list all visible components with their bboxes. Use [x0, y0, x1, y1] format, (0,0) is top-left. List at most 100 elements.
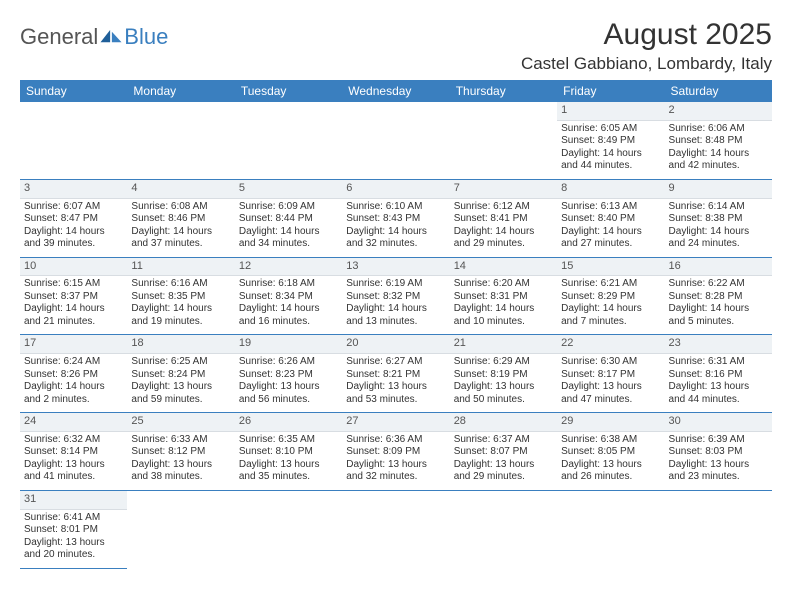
daylight-text: Daylight: 14 hours	[131, 303, 230, 316]
daylight-text: and 50 minutes.	[454, 394, 553, 407]
sunrise-text: Sunrise: 6:36 AM	[346, 434, 445, 447]
daylight-text: and 20 minutes.	[24, 549, 123, 562]
calendar-day-cell	[235, 490, 342, 568]
calendar-day-cell: 11Sunrise: 6:16 AMSunset: 8:35 PMDayligh…	[127, 257, 234, 335]
sunset-text: Sunset: 8:19 PM	[454, 369, 553, 382]
day-number: 2	[665, 102, 772, 121]
sunrise-text: Sunrise: 6:20 AM	[454, 278, 553, 291]
weekday-header: Wednesday	[342, 80, 449, 102]
day-number: 22	[557, 335, 664, 354]
weekday-header: Sunday	[20, 80, 127, 102]
calendar-day-cell	[235, 102, 342, 179]
day-number: 28	[450, 413, 557, 432]
page-title: August 2025	[521, 18, 772, 52]
sunrise-text: Sunrise: 6:16 AM	[131, 278, 230, 291]
sunset-text: Sunset: 8:28 PM	[669, 291, 768, 304]
day-number: 23	[665, 335, 772, 354]
daylight-text: and 47 minutes.	[561, 394, 660, 407]
daylight-text: Daylight: 13 hours	[346, 381, 445, 394]
sunset-text: Sunset: 8:49 PM	[561, 135, 660, 148]
daylight-text: and 44 minutes.	[669, 394, 768, 407]
sunrise-text: Sunrise: 6:18 AM	[239, 278, 338, 291]
daylight-text: and 59 minutes.	[131, 394, 230, 407]
day-number: 1	[557, 102, 664, 121]
calendar-week-row: 1Sunrise: 6:05 AMSunset: 8:49 PMDaylight…	[20, 102, 772, 179]
sunrise-text: Sunrise: 6:05 AM	[561, 123, 660, 136]
sunset-text: Sunset: 8:03 PM	[669, 446, 768, 459]
sunrise-text: Sunrise: 6:13 AM	[561, 201, 660, 214]
daylight-text: Daylight: 13 hours	[669, 381, 768, 394]
day-number: 19	[235, 335, 342, 354]
daylight-text: and 29 minutes.	[454, 238, 553, 251]
logo-text-blue: Blue	[124, 24, 168, 50]
calendar-day-cell	[342, 102, 449, 179]
sunrise-text: Sunrise: 6:35 AM	[239, 434, 338, 447]
calendar-day-cell	[557, 490, 664, 568]
calendar-day-cell: 16Sunrise: 6:22 AMSunset: 8:28 PMDayligh…	[665, 257, 772, 335]
day-number: 31	[20, 491, 127, 510]
daylight-text: Daylight: 14 hours	[454, 303, 553, 316]
calendar-day-cell: 20Sunrise: 6:27 AMSunset: 8:21 PMDayligh…	[342, 335, 449, 413]
daylight-text: Daylight: 13 hours	[239, 459, 338, 472]
sunrise-text: Sunrise: 6:39 AM	[669, 434, 768, 447]
sunrise-text: Sunrise: 6:21 AM	[561, 278, 660, 291]
daylight-text: and 34 minutes.	[239, 238, 338, 251]
day-number: 4	[127, 180, 234, 199]
calendar-day-cell	[665, 490, 772, 568]
sunrise-text: Sunrise: 6:29 AM	[454, 356, 553, 369]
day-number: 6	[342, 180, 449, 199]
day-number: 13	[342, 258, 449, 277]
daylight-text: and 16 minutes.	[239, 316, 338, 329]
daylight-text: Daylight: 13 hours	[346, 459, 445, 472]
sunset-text: Sunset: 8:32 PM	[346, 291, 445, 304]
location-text: Castel Gabbiano, Lombardy, Italy	[521, 54, 772, 74]
day-number: 20	[342, 335, 449, 354]
sunrise-text: Sunrise: 6:41 AM	[24, 512, 123, 525]
title-block: August 2025 Castel Gabbiano, Lombardy, I…	[521, 18, 772, 74]
daylight-text: Daylight: 14 hours	[669, 303, 768, 316]
daylight-text: Daylight: 13 hours	[454, 381, 553, 394]
calendar-day-cell: 7Sunrise: 6:12 AMSunset: 8:41 PMDaylight…	[450, 179, 557, 257]
daylight-text: Daylight: 13 hours	[24, 459, 123, 472]
daylight-text: Daylight: 14 hours	[24, 303, 123, 316]
daylight-text: and 24 minutes.	[669, 238, 768, 251]
daylight-text: Daylight: 13 hours	[24, 537, 123, 550]
sunset-text: Sunset: 8:09 PM	[346, 446, 445, 459]
daylight-text: Daylight: 13 hours	[561, 459, 660, 472]
day-number: 5	[235, 180, 342, 199]
sunset-text: Sunset: 8:34 PM	[239, 291, 338, 304]
calendar-day-cell: 23Sunrise: 6:31 AMSunset: 8:16 PMDayligh…	[665, 335, 772, 413]
weekday-header: Tuesday	[235, 80, 342, 102]
calendar-day-cell: 29Sunrise: 6:38 AMSunset: 8:05 PMDayligh…	[557, 413, 664, 491]
sunrise-text: Sunrise: 6:32 AM	[24, 434, 123, 447]
daylight-text: and 41 minutes.	[24, 471, 123, 484]
sunset-text: Sunset: 8:37 PM	[24, 291, 123, 304]
sunset-text: Sunset: 8:26 PM	[24, 369, 123, 382]
calendar-day-cell: 21Sunrise: 6:29 AMSunset: 8:19 PMDayligh…	[450, 335, 557, 413]
daylight-text: Daylight: 14 hours	[24, 381, 123, 394]
sunrise-text: Sunrise: 6:22 AM	[669, 278, 768, 291]
daylight-text: Daylight: 13 hours	[131, 459, 230, 472]
logo-text-general: General	[20, 24, 98, 50]
calendar-table: Sunday Monday Tuesday Wednesday Thursday…	[20, 80, 772, 569]
daylight-text: Daylight: 14 hours	[561, 226, 660, 239]
calendar-day-cell: 18Sunrise: 6:25 AMSunset: 8:24 PMDayligh…	[127, 335, 234, 413]
daylight-text: and 7 minutes.	[561, 316, 660, 329]
day-number: 11	[127, 258, 234, 277]
day-number: 30	[665, 413, 772, 432]
daylight-text: and 32 minutes.	[346, 471, 445, 484]
daylight-text: Daylight: 14 hours	[454, 226, 553, 239]
sunset-text: Sunset: 8:14 PM	[24, 446, 123, 459]
daylight-text: and 42 minutes.	[669, 160, 768, 173]
sunset-text: Sunset: 8:10 PM	[239, 446, 338, 459]
calendar-day-cell: 6Sunrise: 6:10 AMSunset: 8:43 PMDaylight…	[342, 179, 449, 257]
sunset-text: Sunset: 8:47 PM	[24, 213, 123, 226]
sunset-text: Sunset: 8:40 PM	[561, 213, 660, 226]
sunset-text: Sunset: 8:46 PM	[131, 213, 230, 226]
sunset-text: Sunset: 8:21 PM	[346, 369, 445, 382]
day-number: 29	[557, 413, 664, 432]
calendar-day-cell: 28Sunrise: 6:37 AMSunset: 8:07 PMDayligh…	[450, 413, 557, 491]
weekday-header-row: Sunday Monday Tuesday Wednesday Thursday…	[20, 80, 772, 102]
sunset-text: Sunset: 8:16 PM	[669, 369, 768, 382]
daylight-text: and 27 minutes.	[561, 238, 660, 251]
